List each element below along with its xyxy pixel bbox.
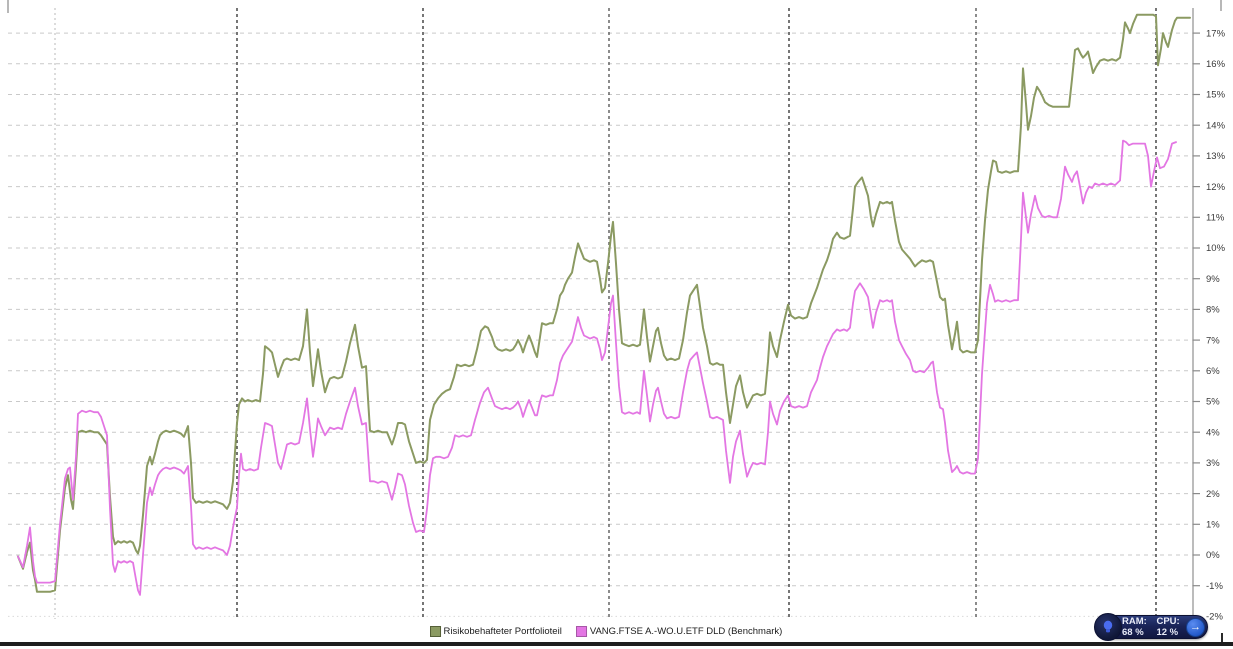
ram-usage: RAM: 68 %	[1122, 616, 1147, 638]
y-tick-label: -2%	[1206, 612, 1223, 623]
system-status-text: RAM: 68 % CPU: 12 %	[1122, 616, 1186, 638]
legend-item-portfolio: Risikobehafteter Portfolioteil	[429, 626, 562, 637]
y-tick-label: 14%	[1206, 120, 1226, 131]
window-bottom-border	[0, 642, 1233, 646]
y-axis-right: 17% 16% 15% 14% 13% 12% 11% 10% 9% 8% 7% 6% 5% 4% 3% 2%…	[1192, 8, 1226, 623]
legend-item-benchmark: VANG.FTSE A.-WO.U.ETF DLD (Benchmark)	[575, 626, 783, 637]
y-tick-label: -1%	[1206, 581, 1223, 592]
y-tick-label: 4%	[1206, 427, 1220, 438]
system-status-widget[interactable]: RAM: 68 % CPU: 12 % →	[1094, 613, 1208, 641]
y-tick-label: 6%	[1206, 366, 1220, 377]
y-tick-label: 7%	[1206, 335, 1220, 346]
y-tick-label: 12%	[1206, 182, 1226, 193]
y-tick-label: 1%	[1206, 520, 1220, 531]
benchmark-series-swatch	[575, 626, 587, 637]
y-tick-label: 8%	[1206, 305, 1220, 316]
benchmark-series-label: VANG.FTSE A.-WO.U.ETF DLD (Benchmark)	[589, 626, 783, 637]
y-tick-label: 9%	[1206, 274, 1220, 285]
y-tick-label: 11%	[1206, 213, 1225, 224]
bulb-icon	[1094, 613, 1122, 641]
y-tick-label: 15%	[1206, 90, 1226, 101]
window-border-artifacts	[7, 0, 1222, 13]
y-tick-label: 2%	[1206, 489, 1220, 500]
y-tick-label: 5%	[1206, 397, 1220, 408]
chart-legend: Risikobehafteter Portfolioteil VANG.FTSE…	[429, 626, 783, 637]
y-tick-label: 17%	[1206, 28, 1226, 39]
portfolio-series-label: Risikobehafteter Portfolioteil	[443, 626, 562, 637]
portfolio-series-swatch	[429, 626, 441, 637]
vertical-period-markers	[54, 8, 1157, 619]
y-tick-label: 0%	[1206, 550, 1220, 561]
series-line-portfolio	[17, 13, 1191, 593]
y-tick-label: 3%	[1206, 458, 1220, 469]
series-line-benchmark	[17, 139, 1177, 596]
y-tick-label: 13%	[1206, 151, 1226, 162]
y-tick-label: 16%	[1206, 59, 1226, 70]
cpu-usage: CPU: 12 %	[1156, 616, 1180, 638]
bottom-border-tick	[1221, 633, 1223, 642]
y-tick-label: 10%	[1206, 243, 1226, 254]
horizontal-gridlines	[8, 32, 1193, 617]
arrow-right-icon[interactable]: →	[1186, 617, 1205, 637]
